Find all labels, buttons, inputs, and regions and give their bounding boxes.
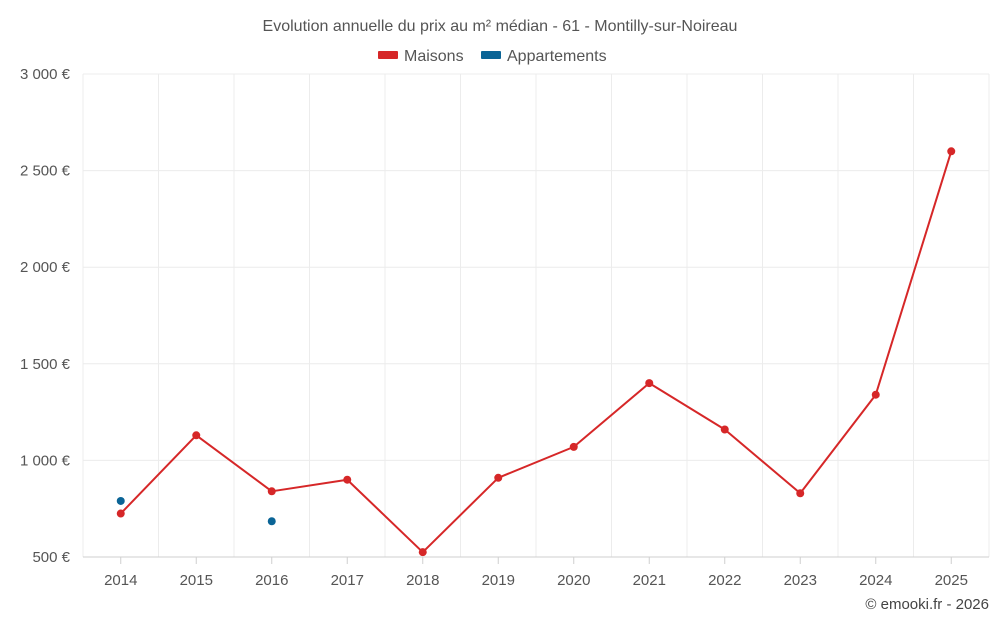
y-tick-label: 3 000 € [20, 66, 71, 83]
data-point-maisons[interactable] [569, 442, 578, 451]
legend-item-appartements[interactable]: Appartements [481, 48, 607, 65]
data-point-maisons[interactable] [947, 147, 956, 156]
data-point-maisons[interactable] [343, 475, 352, 484]
data-point-maisons[interactable] [116, 509, 125, 518]
y-tick-label: 1 500 € [20, 356, 71, 373]
data-point-maisons[interactable] [645, 379, 654, 388]
data-point-maisons[interactable] [267, 487, 276, 496]
legend-label-appartements: Appartements [507, 48, 607, 65]
y-tick-label: 1 000 € [20, 452, 71, 469]
grid [82, 73, 990, 557]
data-point-appartements[interactable] [267, 517, 276, 526]
credit-text: © emooki.fr - 2026 [865, 596, 989, 613]
series-maisons [116, 147, 956, 557]
x-tick-label: 2018 [406, 572, 439, 589]
x-tick-label: 2017 [331, 572, 364, 589]
legend-swatch-appartements [481, 51, 501, 59]
legend: Maisons Appartements [378, 48, 607, 65]
x-tick-label: 2014 [104, 572, 137, 589]
x-tick-label: 2023 [784, 572, 817, 589]
data-point-appartements[interactable] [116, 496, 125, 505]
x-tick-label: 2016 [255, 572, 288, 589]
legend-swatch-maisons [378, 51, 398, 59]
x-tick-label: 2020 [557, 572, 590, 589]
x-tick-label: 2025 [935, 572, 968, 589]
x-tick-label: 2024 [859, 572, 892, 589]
x-tick-label: 2015 [180, 572, 213, 589]
chart-title: Evolution annuelle du prix au m² médian … [263, 18, 738, 35]
y-tick-label: 500 € [32, 549, 70, 566]
series-appartements [116, 496, 276, 526]
x-tick-label: 2021 [633, 572, 666, 589]
y-tick-label: 2 000 € [20, 259, 71, 276]
x-tick-label: 2022 [708, 572, 741, 589]
data-point-maisons[interactable] [871, 390, 880, 399]
data-point-maisons[interactable] [418, 548, 427, 557]
legend-label-maisons: Maisons [404, 48, 464, 65]
data-point-maisons[interactable] [494, 473, 503, 482]
data-point-maisons[interactable] [720, 425, 729, 434]
legend-item-maisons[interactable]: Maisons [378, 48, 464, 65]
series-line-maisons [120, 150, 953, 554]
data-point-maisons[interactable] [796, 489, 805, 498]
data-point-maisons[interactable] [192, 431, 201, 440]
y-tick-label: 2 500 € [20, 163, 71, 180]
series [116, 147, 956, 557]
x-tick-label: 2019 [482, 572, 515, 589]
axes: 500 € 1 000 € 1 500 € 2 000 € 2 500 € 3 000 €… [20, 66, 989, 589]
